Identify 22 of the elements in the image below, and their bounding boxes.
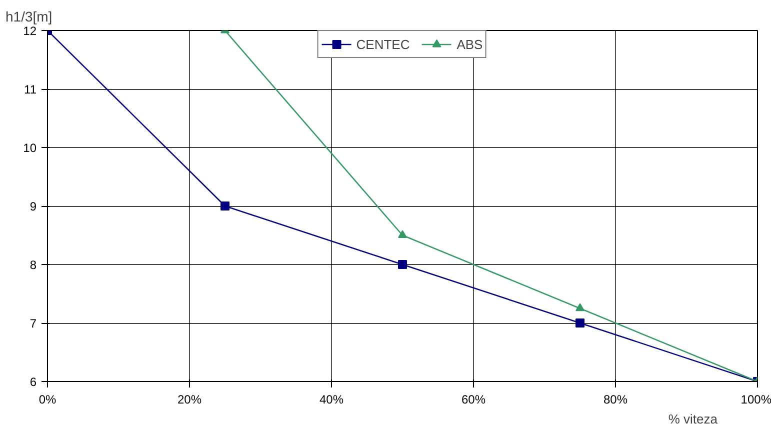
- legend-label: ABS: [456, 36, 483, 52]
- point: [398, 260, 407, 269]
- x-tick-label: 80%: [603, 392, 628, 406]
- x-axis-title: % viteza: [668, 412, 718, 426]
- x-tick-label: 0%: [38, 392, 56, 406]
- legend-label: CENTEC: [356, 36, 410, 52]
- y-axis-title: h1/3[m]: [6, 8, 52, 24]
- point: [576, 318, 584, 328]
- y-tick-label: 7: [30, 316, 37, 330]
- y-tick-label: 9: [30, 200, 37, 214]
- y-tick-label: 10: [23, 141, 37, 155]
- point: [576, 303, 584, 312]
- point: [398, 230, 407, 238]
- y-tick-label: 6: [30, 375, 37, 389]
- y-tick-label: 12: [23, 24, 37, 38]
- x-tick-label: 100%: [740, 392, 771, 406]
- y-tick-label: 8: [30, 258, 37, 272]
- y-tick-label: 11: [24, 82, 37, 96]
- x-tick-label: 20%: [177, 392, 202, 406]
- x-tick-label: 60%: [461, 392, 486, 406]
- point: [220, 202, 230, 210]
- x-tick-label: 40%: [319, 392, 344, 406]
